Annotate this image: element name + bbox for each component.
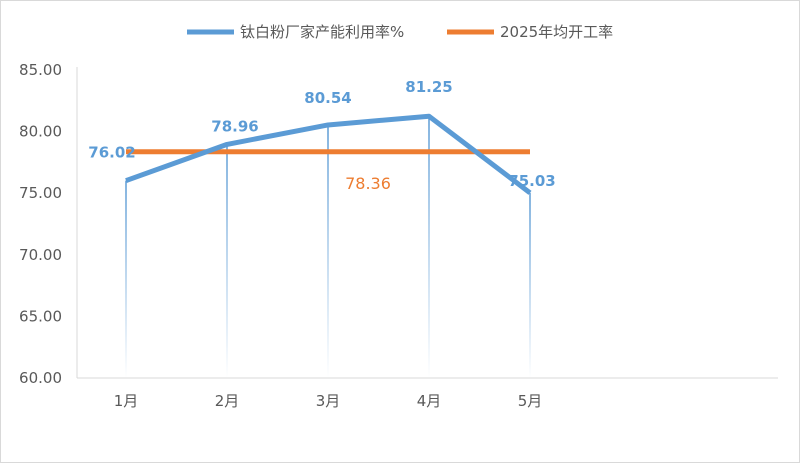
drop-line xyxy=(125,180,127,378)
x-tick-label: 2月 xyxy=(215,392,240,410)
x-tick-label: 3月 xyxy=(316,392,341,410)
drop-line xyxy=(226,144,228,378)
data-label: 81.25 xyxy=(405,78,452,96)
legend-label-average: 2025年均开工率 xyxy=(500,23,613,41)
y-tick-label: 80.00 xyxy=(19,123,62,141)
y-tick-label: 60.00 xyxy=(19,369,62,387)
capacity-line xyxy=(125,113,532,195)
data-label: 80.54 xyxy=(304,89,351,107)
y-tick-label: 70.00 xyxy=(19,246,62,264)
data-label: 75.03 xyxy=(508,172,555,190)
x-tick-label: 4月 xyxy=(417,392,442,410)
average-data-label: 78.36 xyxy=(345,174,391,193)
y-tick-label: 85.00 xyxy=(19,61,62,79)
data-label: 76.02 xyxy=(88,144,135,162)
data-label: 78.96 xyxy=(211,117,258,135)
drop-lines xyxy=(125,116,531,378)
drop-line xyxy=(529,192,531,378)
drop-line xyxy=(327,124,329,378)
legend: 钛白粉厂家产能利用率% 2025年均开工率 xyxy=(187,23,613,41)
y-tick-label: 65.00 xyxy=(19,307,62,325)
x-tick-label: 1月 xyxy=(114,392,139,410)
y-tick-labels: 60.00 65.00 70.00 75.00 80.00 85.00 xyxy=(19,61,62,387)
x-tick-labels: 1月 2月 3月 4月 5月 xyxy=(114,392,543,410)
legend-label-capacity: 钛白粉厂家产能利用率% xyxy=(240,23,404,41)
x-tick-label: 5月 xyxy=(518,392,543,410)
series-capacity xyxy=(125,113,532,195)
y-tick-label: 75.00 xyxy=(19,184,62,202)
data-labels: 76.02 78.96 80.54 81.25 75.03 78.36 xyxy=(88,78,555,193)
drop-line xyxy=(428,116,430,378)
